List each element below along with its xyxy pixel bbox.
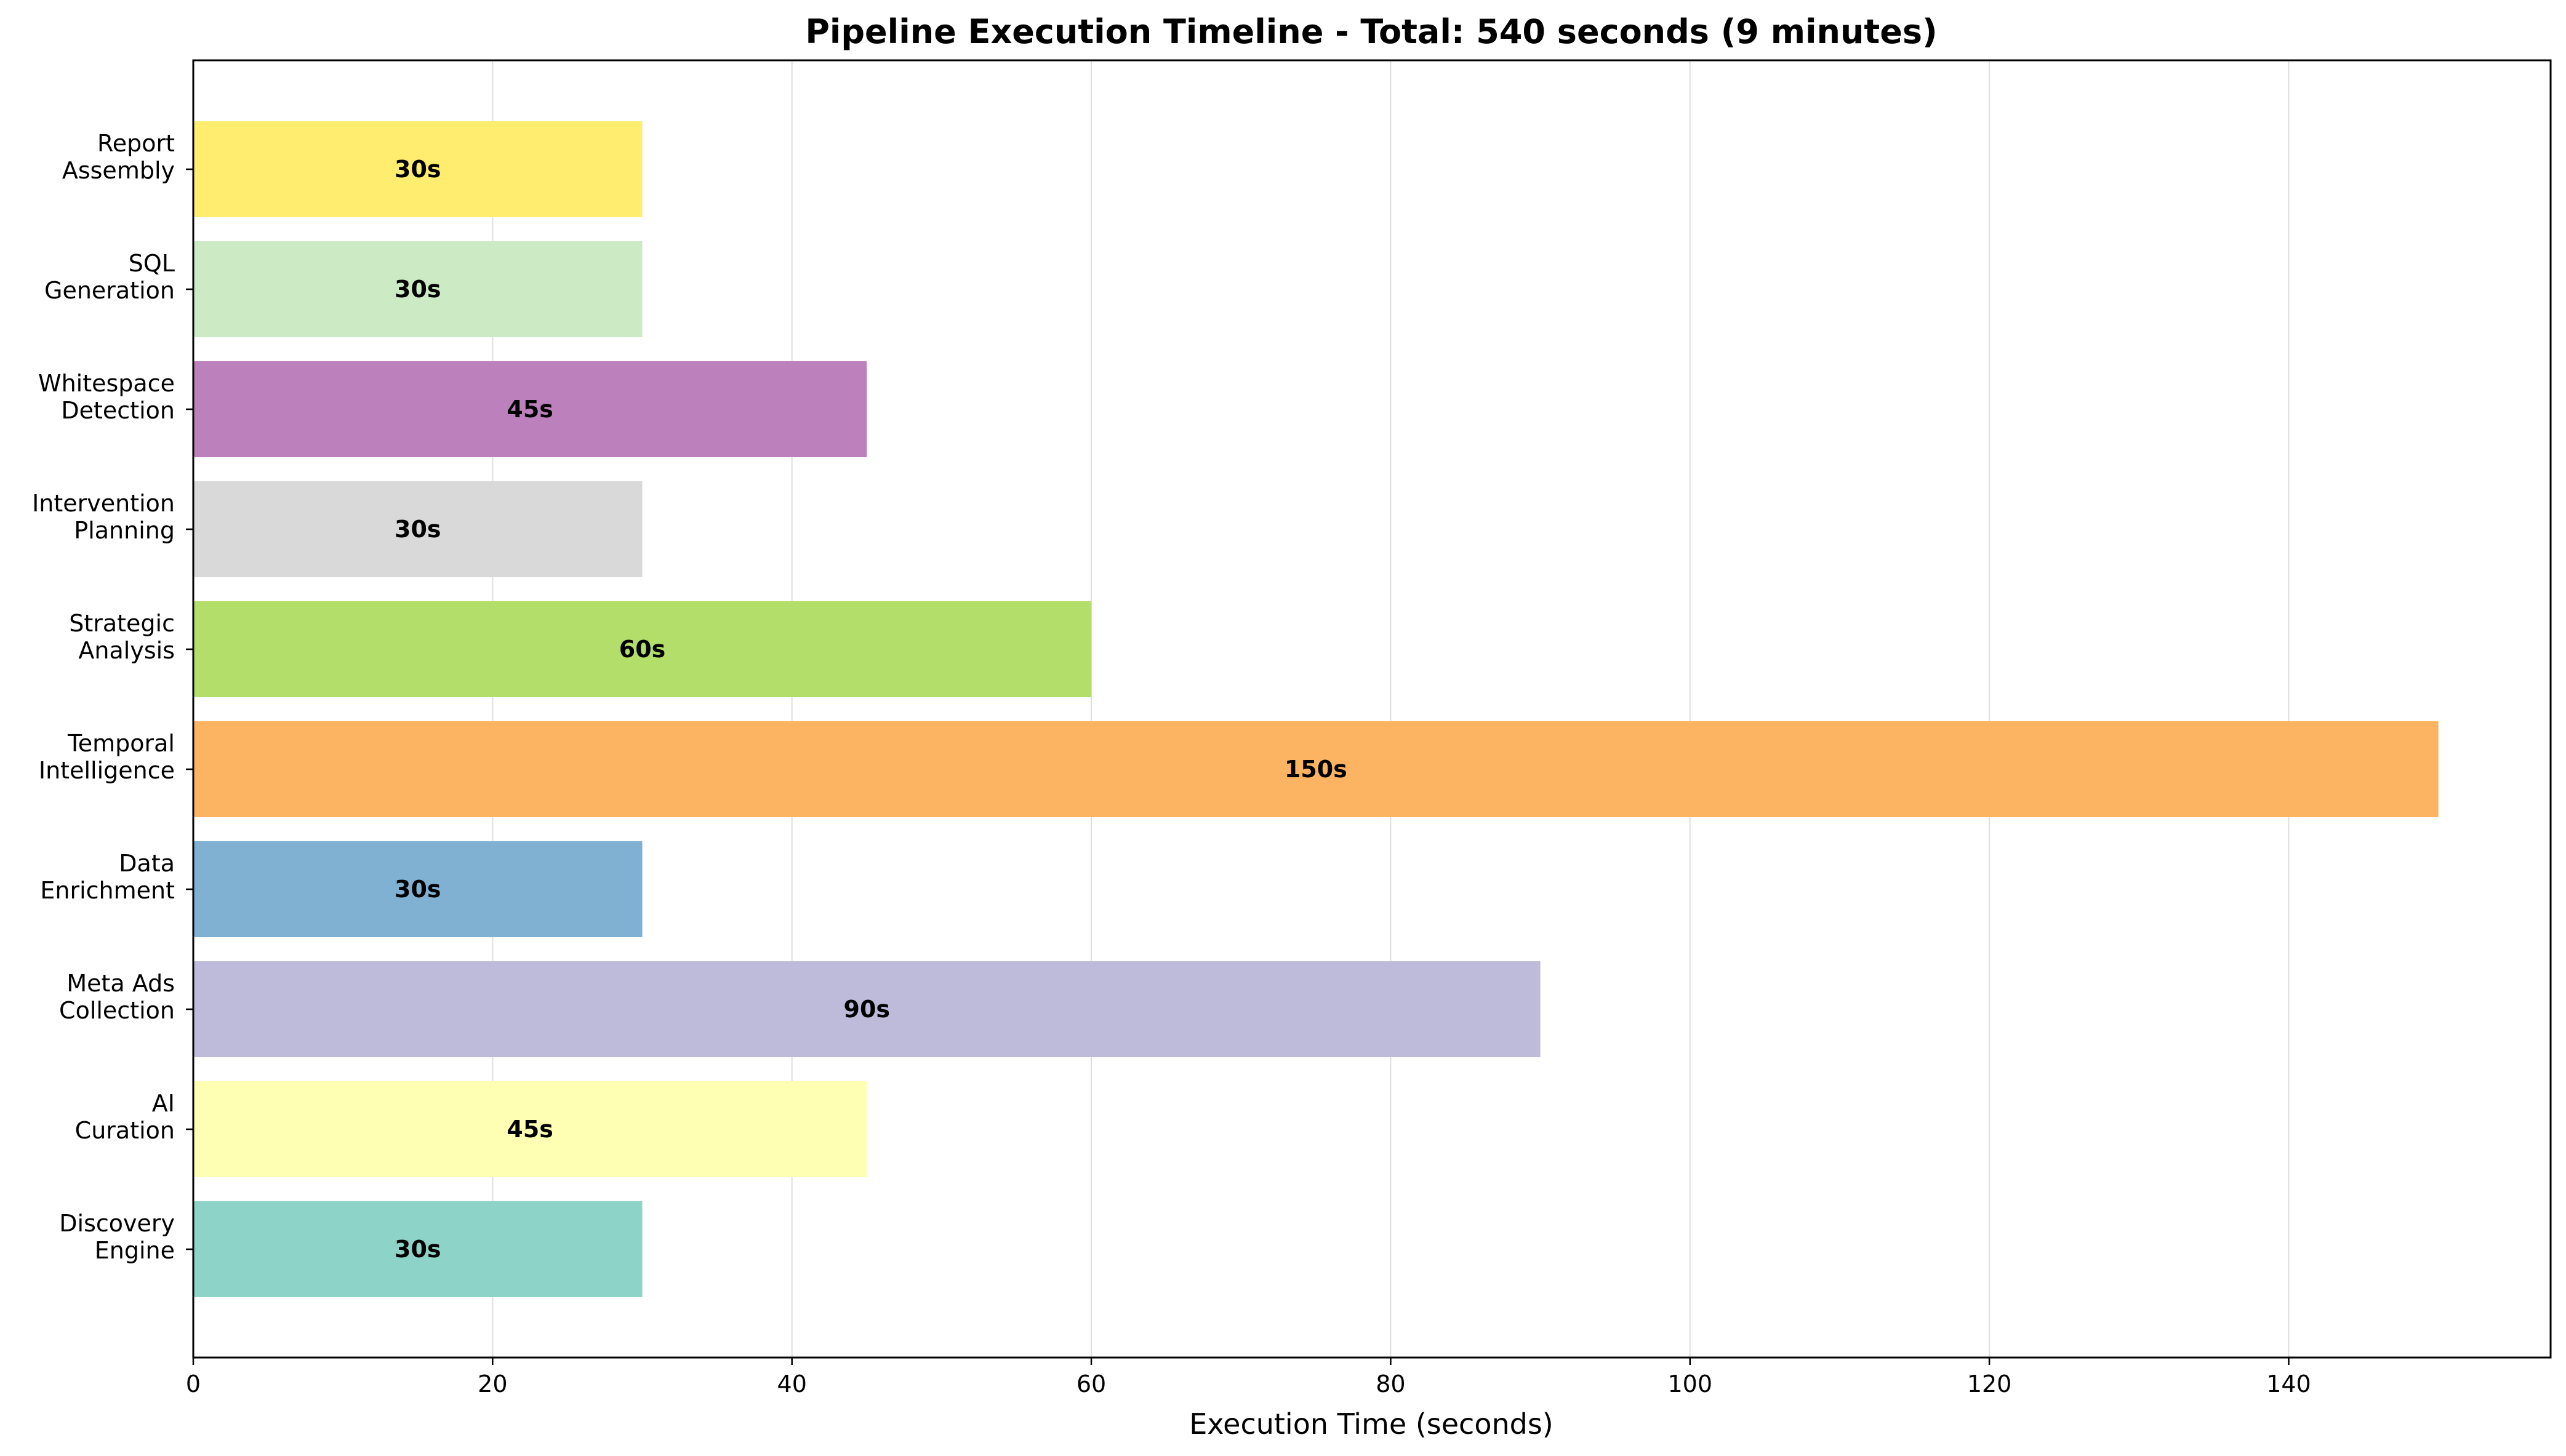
- x-tick-label-40: 40: [777, 1370, 807, 1398]
- data-label-8: 30s: [395, 276, 441, 303]
- plot-frame: [192, 59, 2552, 1359]
- bar-temporal-intelligence: [193, 721, 2439, 817]
- x-axis: 0 20 40 60 80 100 120 140: [186, 1358, 2311, 1398]
- label-layer: 30s 45s 90s 30s 150s 60s 30s 45s 30s 30s: [395, 156, 1347, 1263]
- bar-meta-ads-collection: [193, 961, 1541, 1057]
- x-tick-label-20: 20: [478, 1370, 507, 1398]
- x-tick-label-60: 60: [1077, 1370, 1106, 1398]
- grid-layer: [492, 60, 2290, 1358]
- y-tick-label-1: AI Curation: [75, 1090, 175, 1144]
- x-tick-label-0: 0: [186, 1370, 201, 1398]
- chart-title: Pipeline Execution Timeline - Total: 540…: [805, 12, 1937, 51]
- bar-whitespace-detection: [193, 361, 867, 457]
- x-tick-label-120: 120: [1967, 1370, 2012, 1398]
- bar-layer: [193, 121, 2439, 1297]
- y-tick-label-9: Report Assembly: [62, 130, 175, 184]
- y-tick-label-5: Strategic Analysis: [69, 610, 175, 664]
- y-tick-label-2: Meta Ads Collection: [59, 970, 175, 1024]
- x-tick-label-140: 140: [2266, 1370, 2311, 1398]
- bar-strategic-analysis: [193, 601, 1092, 697]
- bar-intervention-planning: [193, 481, 643, 577]
- y-tick-label-8: SQL Generation: [44, 250, 175, 304]
- x-tick-label-100: 100: [1667, 1370, 1712, 1398]
- data-label-9: 30s: [395, 156, 441, 183]
- bar-discovery-engine: [193, 1201, 643, 1297]
- data-label-4: 150s: [1285, 756, 1347, 783]
- y-axis: Discovery Engine AI Curation Meta Ads Collect…: [32, 130, 193, 1264]
- y-tick-label-4: Temporal Intelligence: [39, 730, 175, 784]
- bar-data-enrichment: [193, 841, 643, 937]
- data-label-5: 60s: [619, 636, 666, 663]
- y-tick-label-7: Whitespace Detection: [38, 370, 175, 424]
- bar-ai-curation: [193, 1081, 867, 1177]
- x-axis-label: Execution Time (seconds): [1189, 1407, 1553, 1441]
- y-tick-label-0: Discovery Engine: [59, 1210, 175, 1264]
- bar-sql-generation: [193, 241, 643, 337]
- bar-report-assembly: [193, 121, 643, 217]
- data-label-3: 30s: [395, 876, 441, 903]
- data-label-2: 90s: [844, 996, 891, 1023]
- y-tick-label-6: Intervention Planning: [32, 490, 175, 544]
- data-label-0: 30s: [395, 1236, 441, 1263]
- data-label-6: 30s: [395, 516, 441, 543]
- x-tick-label-80: 80: [1376, 1370, 1405, 1398]
- y-tick-label-3: Data Enrichment: [40, 850, 175, 904]
- data-label-7: 45s: [507, 396, 553, 423]
- data-label-1: 45s: [507, 1116, 553, 1143]
